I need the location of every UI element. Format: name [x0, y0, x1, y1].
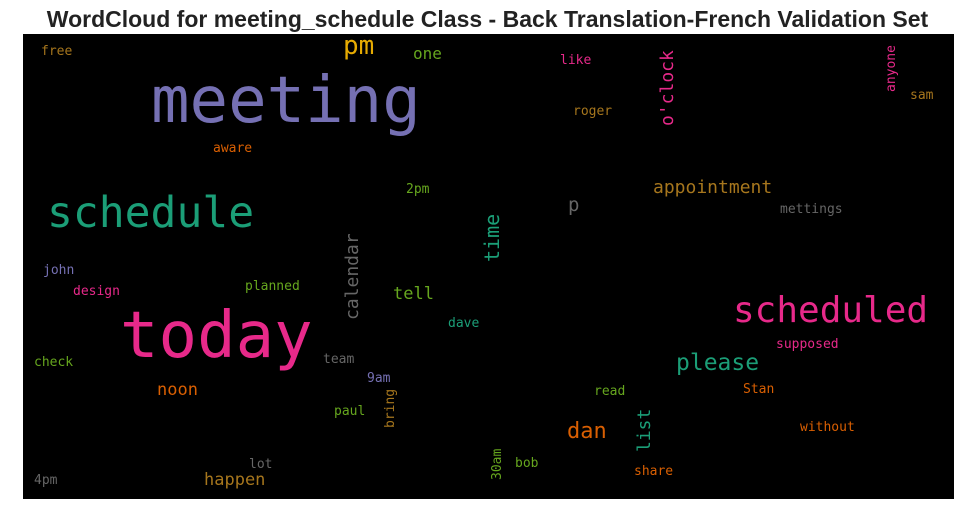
- word-like: like: [560, 53, 592, 68]
- word-4pm: 4pm: [34, 473, 58, 488]
- word-bring: bring: [383, 388, 398, 428]
- word-noon: noon: [157, 380, 198, 400]
- word-meeting: meeting: [151, 64, 421, 138]
- chart-title: WordCloud for meeting_schedule Class - B…: [46, 6, 929, 32]
- word-paul: paul: [334, 404, 366, 419]
- word-read: read: [594, 384, 626, 399]
- word-without: without: [800, 420, 855, 435]
- word-please: please: [676, 350, 760, 376]
- word-2pm: 2pm: [406, 182, 430, 197]
- word-check: check: [34, 355, 74, 370]
- word-lot: lot: [249, 457, 273, 472]
- word-happen: happen: [204, 470, 266, 490]
- word-design: design: [73, 284, 120, 299]
- word-schedule: schedule: [47, 188, 255, 238]
- word-oclock: o'clock: [657, 50, 678, 126]
- word-30am: 30am: [490, 448, 505, 480]
- word-today: today: [120, 299, 313, 373]
- word-sam: sam: [910, 88, 934, 103]
- word-appointment: appointment: [653, 177, 773, 198]
- word-Stan: Stan: [743, 382, 775, 397]
- word-scheduled: scheduled: [733, 290, 929, 331]
- word-dave: dave: [448, 316, 480, 331]
- word-free: free: [41, 44, 73, 59]
- word-9am: 9am: [367, 371, 391, 386]
- word-aware: aware: [213, 141, 253, 156]
- word-pm: pm: [343, 34, 375, 61]
- word-roger: roger: [573, 104, 613, 119]
- word-supposed: supposed: [776, 337, 839, 352]
- word-share: share: [634, 464, 674, 479]
- word-calendar: calendar: [342, 233, 363, 320]
- word-p: p: [568, 194, 580, 216]
- word-bob: bob: [515, 456, 539, 471]
- word-mettings: mettings: [780, 202, 843, 217]
- word-team: team: [323, 352, 355, 367]
- word-john: john: [43, 263, 75, 278]
- word-one: one: [413, 44, 442, 63]
- word-planned: planned: [245, 279, 300, 294]
- word-list: list: [634, 408, 655, 452]
- word-anyone: anyone: [884, 45, 899, 92]
- word-tell: tell: [393, 284, 434, 304]
- word-time: time: [480, 213, 504, 262]
- word-dan: dan: [567, 419, 607, 444]
- word-cloud: meeting today schedule scheduled pm plea…: [23, 34, 954, 499]
